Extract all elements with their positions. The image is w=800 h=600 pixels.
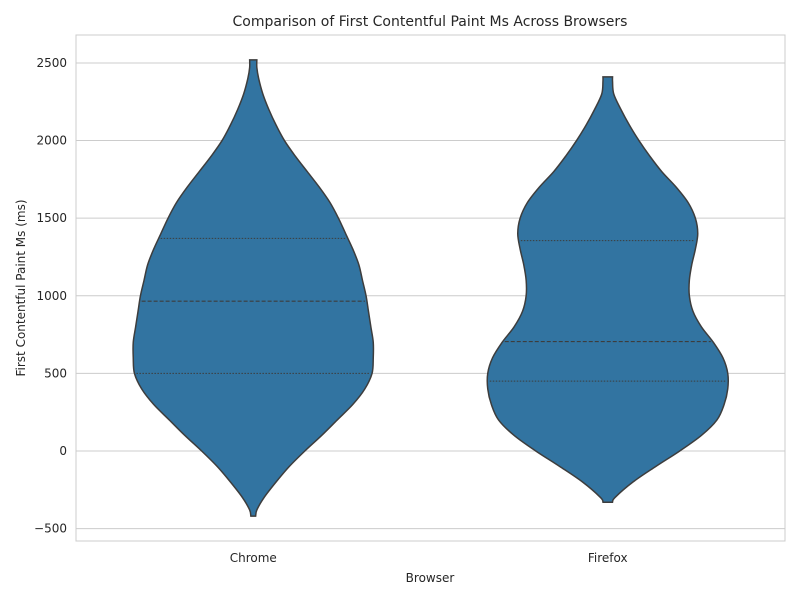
x-axis-label: Browser — [406, 571, 455, 585]
y-tick-label: 1000 — [36, 289, 67, 303]
y-tick-label: 2500 — [36, 56, 67, 70]
violin-firefox — [486, 76, 730, 503]
violin-layer — [132, 59, 730, 517]
chart-title: Comparison of First Contentful Paint Ms … — [233, 14, 628, 30]
violin-chrome — [132, 59, 375, 517]
y-tick-label: −500 — [34, 522, 67, 536]
plot-frame — [75, 34, 786, 542]
y-axis-label: First Contentful Paint Ms (ms) — [14, 199, 28, 376]
tick-layer: −500 0 500 1000 1500 2000 2500 Chrome Firefox — [34, 56, 628, 565]
x-tick-label: Chrome — [230, 551, 277, 565]
y-tick-label: 2000 — [36, 134, 67, 148]
y-tick-label: 0 — [59, 444, 67, 458]
y-tick-label: 500 — [44, 366, 67, 380]
y-tick-label: 1500 — [36, 211, 67, 225]
x-tick-label: Firefox — [588, 551, 628, 565]
